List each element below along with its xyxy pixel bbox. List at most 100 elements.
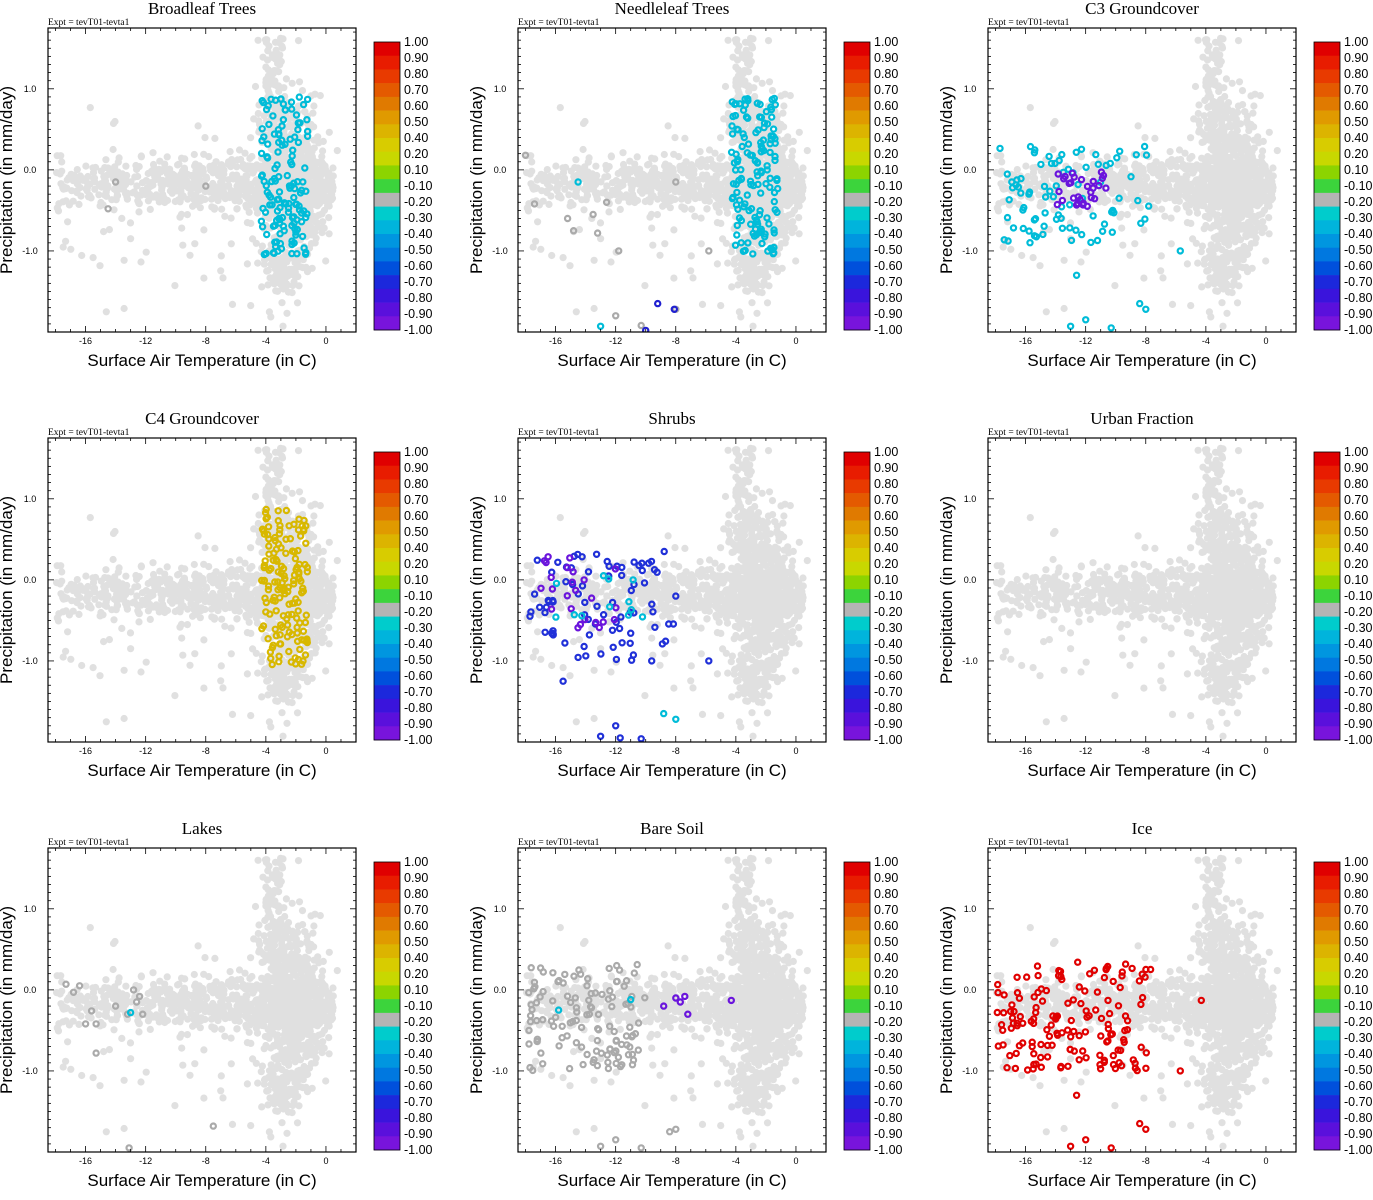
highlight-point xyxy=(276,239,285,248)
background-point xyxy=(696,148,704,156)
background-point xyxy=(596,219,605,227)
background-point xyxy=(89,169,98,177)
colorbar-label: -0.10 xyxy=(404,179,433,193)
background-point xyxy=(720,115,728,123)
background-point xyxy=(243,260,251,268)
background-point xyxy=(318,229,326,237)
background-point xyxy=(724,259,732,267)
background-point xyxy=(211,134,219,142)
highlight-point xyxy=(288,160,296,169)
background-point xyxy=(254,109,262,118)
background-point xyxy=(200,226,208,234)
background-point xyxy=(112,195,120,203)
background-point xyxy=(1075,163,1083,171)
background-point xyxy=(605,208,613,216)
background-point xyxy=(1273,147,1281,155)
background-point xyxy=(644,161,652,169)
background-point xyxy=(133,182,141,190)
background-point xyxy=(664,122,672,130)
background-point xyxy=(75,200,83,208)
y-tick-label: 0.0 xyxy=(24,165,37,175)
background-point xyxy=(227,240,235,248)
background-point xyxy=(1115,177,1123,185)
background-point xyxy=(775,244,784,252)
background-point xyxy=(53,169,61,177)
background-point xyxy=(208,203,216,211)
background-point xyxy=(741,81,749,89)
background-point xyxy=(201,188,209,196)
background-point xyxy=(245,208,253,216)
colorbar-label: 0.10 xyxy=(404,163,428,177)
colorbar-label: -0.70 xyxy=(874,275,903,289)
background-point xyxy=(1084,169,1092,178)
background-point xyxy=(1181,178,1189,186)
background-point xyxy=(582,195,590,203)
background-point xyxy=(274,287,282,295)
background-point xyxy=(297,144,305,152)
background-point xyxy=(1260,197,1268,205)
background-point xyxy=(252,239,260,247)
colorbar-label: 0.60 xyxy=(404,99,428,113)
background-point xyxy=(797,196,805,204)
background-point xyxy=(765,78,774,86)
background-point xyxy=(284,123,292,131)
background-point xyxy=(73,166,81,174)
background-point xyxy=(773,112,781,120)
background-point xyxy=(181,155,189,163)
background-point xyxy=(565,191,573,199)
background-point xyxy=(127,235,135,243)
background-point xyxy=(171,197,179,206)
background-point xyxy=(135,163,143,171)
background-point xyxy=(144,197,152,205)
background-point xyxy=(1136,204,1144,212)
highlight-point xyxy=(257,217,266,225)
highlight-point xyxy=(752,128,760,137)
highlight-point xyxy=(111,178,120,186)
background-point xyxy=(1265,202,1273,210)
highlight-point xyxy=(296,119,304,127)
background-point xyxy=(1220,217,1228,226)
background-point xyxy=(223,182,231,190)
background-point xyxy=(280,263,288,271)
background-point xyxy=(266,274,274,282)
colorbar-label: 0.40 xyxy=(874,131,898,145)
background-point xyxy=(127,178,135,186)
background-point xyxy=(234,190,242,198)
background-point xyxy=(665,169,673,177)
background-point xyxy=(95,191,103,199)
background-point xyxy=(689,274,697,282)
background-point xyxy=(226,148,234,156)
background-point xyxy=(677,195,686,203)
background-point xyxy=(797,179,806,187)
colorbar-swatch xyxy=(844,179,870,194)
background-point xyxy=(177,192,185,200)
x-tick-label: -12 xyxy=(609,336,622,346)
highlight-point xyxy=(288,213,297,222)
background-point xyxy=(251,82,260,91)
colorbar-label: -0.80 xyxy=(404,291,433,305)
background-point xyxy=(794,172,802,180)
background-point xyxy=(648,224,656,232)
background-point xyxy=(629,176,637,185)
background-point xyxy=(671,134,679,142)
background-point xyxy=(208,181,216,189)
background-point xyxy=(264,86,272,94)
background-point xyxy=(688,177,696,185)
background-point xyxy=(255,181,263,189)
background-point xyxy=(788,153,796,161)
background-point xyxy=(623,175,631,183)
background-point xyxy=(705,146,714,154)
highlight-point xyxy=(276,203,284,212)
background-point xyxy=(217,252,225,260)
background-point xyxy=(657,190,665,198)
background-point xyxy=(697,240,705,248)
background-point xyxy=(274,279,282,287)
background-point xyxy=(745,87,753,95)
background-point xyxy=(316,185,324,193)
y-tick-label: -1.0 xyxy=(492,246,508,256)
colorbar-label: 0.40 xyxy=(404,131,428,145)
highlight-point xyxy=(728,122,736,130)
background-point xyxy=(527,180,535,188)
background-point xyxy=(748,299,756,307)
background-point xyxy=(174,161,182,169)
